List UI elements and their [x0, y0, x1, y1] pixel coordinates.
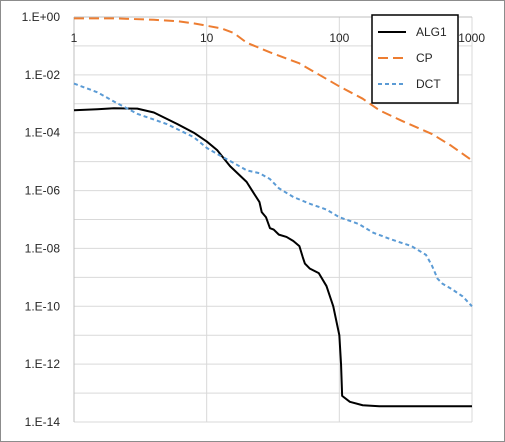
legend: ALG1 CP DCT — [371, 14, 459, 104]
series-line-dct — [73, 82, 473, 307]
legend-label-dct: DCT — [416, 77, 441, 91]
y-tick-label: 1.E-14 — [25, 415, 61, 429]
tick-labels: 1.E+00 1.E-02 1.E-04 1.E-06 1.E-08 1.E-10 1.E-… — [22, 10, 486, 429]
series-lines — [73, 17, 473, 408]
series-line-alg1 — [73, 107, 472, 408]
y-tick-label: 1.E-02 — [25, 68, 61, 82]
legend-label-alg1: ALG1 — [416, 25, 447, 39]
x-tick-label: 100 — [329, 31, 349, 45]
y-tick-label: 1.E-10 — [25, 299, 61, 313]
x-tick-label: 10 — [200, 31, 214, 45]
series-line-cp — [74, 17, 473, 162]
y-tick-label: 1.E-06 — [25, 184, 61, 198]
x-tick-label: 1 — [71, 31, 78, 45]
grid-lines — [73, 16, 473, 423]
y-tick-label: 1.E-08 — [25, 241, 61, 255]
x-tick-label: 1000 — [458, 31, 485, 45]
y-tick-label: 1.E-12 — [25, 357, 61, 371]
y-tick-label: 1.E+00 — [22, 10, 61, 24]
y-tick-label: 1.E-04 — [25, 126, 61, 140]
legend-label-cp: CP — [416, 51, 433, 65]
